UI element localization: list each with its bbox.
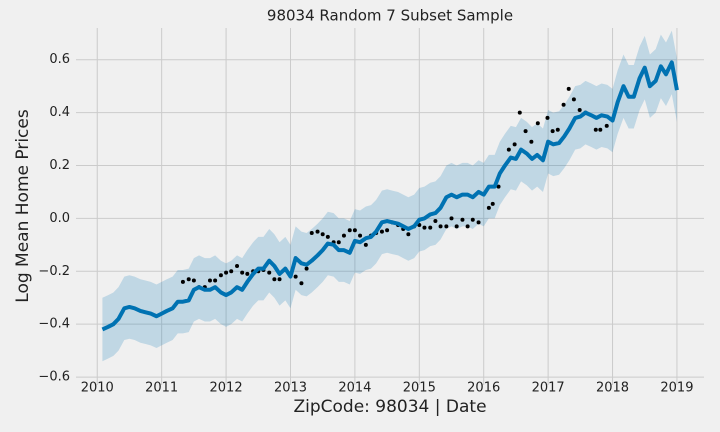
observed-point [496, 184, 501, 189]
observed-point [325, 234, 330, 239]
observed-point [454, 224, 459, 229]
x-tick-label: 2011 [145, 381, 178, 396]
x-tick-label: 2015 [403, 381, 436, 396]
observed-point [598, 127, 603, 132]
observed-point [422, 225, 427, 230]
observed-point [347, 228, 352, 233]
observed-point [277, 277, 282, 282]
observed-point [213, 278, 218, 283]
observed-point [191, 278, 196, 283]
observed-point [460, 217, 465, 222]
observed-point [550, 129, 555, 134]
observed-point [336, 240, 341, 245]
observed-point [240, 270, 245, 275]
observed-point [358, 233, 363, 238]
y-tick-label: −0.2 [38, 264, 70, 279]
observed-point [245, 271, 250, 276]
x-tick-label: 2018 [596, 381, 629, 396]
observed-point [180, 279, 185, 284]
observed-point [517, 110, 522, 115]
observed-point [207, 278, 212, 283]
observed-point [566, 86, 571, 91]
observed-point [490, 201, 495, 206]
x-tick-label: 2019 [660, 381, 693, 396]
observed-point [433, 219, 438, 224]
forecast-line [101, 60, 679, 332]
x-tick-label: 2013 [274, 381, 307, 396]
observed-point [235, 264, 240, 268]
y-tick-label: 0.0 [49, 211, 70, 226]
y-tick-label: −0.4 [38, 317, 70, 332]
x-tick-label: 2017 [532, 381, 565, 396]
observed-point [320, 232, 325, 237]
observed-point [438, 224, 443, 229]
observed-point [555, 127, 560, 132]
observed-point [604, 123, 609, 128]
observed-point [406, 232, 411, 237]
observed-point [385, 228, 390, 233]
x-tick-label: 2012 [210, 381, 243, 396]
observed-point [186, 277, 191, 282]
observed-point [444, 224, 449, 229]
chart-title: 98034 Random 7 Subset Sample [267, 7, 513, 25]
observed-point [571, 97, 576, 102]
observed-point [506, 147, 511, 152]
y-axis-label: Log Mean Home Prices [13, 109, 33, 303]
x-tick-label: 2016 [467, 381, 500, 396]
observed-point [304, 266, 309, 271]
observed-point [449, 216, 454, 221]
observed-point [486, 205, 491, 210]
observed-point [293, 274, 298, 279]
observed-point [341, 233, 346, 238]
observed-point [523, 129, 528, 134]
observed-point [577, 107, 582, 112]
observed-point [561, 102, 566, 107]
observed-point [428, 225, 433, 230]
observed-point [545, 115, 550, 120]
x-tick-label: 2010 [81, 381, 114, 396]
observed-point [593, 127, 598, 132]
observed-point [299, 281, 304, 286]
x-tick-label: 2014 [338, 381, 371, 396]
observed-point [470, 217, 475, 222]
observed-point [535, 121, 540, 126]
y-tick-label: 0.4 [49, 105, 70, 120]
observed-point [224, 270, 229, 275]
observed-point [512, 142, 517, 147]
observed-point [272, 277, 277, 282]
observed-point [465, 224, 470, 229]
observed-point [267, 270, 272, 275]
y-tick-label: 0.6 [49, 52, 70, 67]
observed-point [352, 228, 357, 233]
observed-point [309, 230, 314, 235]
observed-point [476, 220, 481, 225]
x-axis-label: ZipCode: 98034 | Date [293, 397, 486, 417]
observed-point [218, 273, 223, 278]
uncertainty-band [102, 30, 677, 362]
observed-point [229, 269, 234, 274]
observed-point [363, 242, 368, 247]
observed-point [379, 229, 384, 234]
y-tick-label: −0.6 [38, 370, 70, 385]
observed-point [315, 229, 320, 234]
observed-point [529, 139, 534, 144]
y-tick-label: 0.2 [49, 158, 70, 173]
